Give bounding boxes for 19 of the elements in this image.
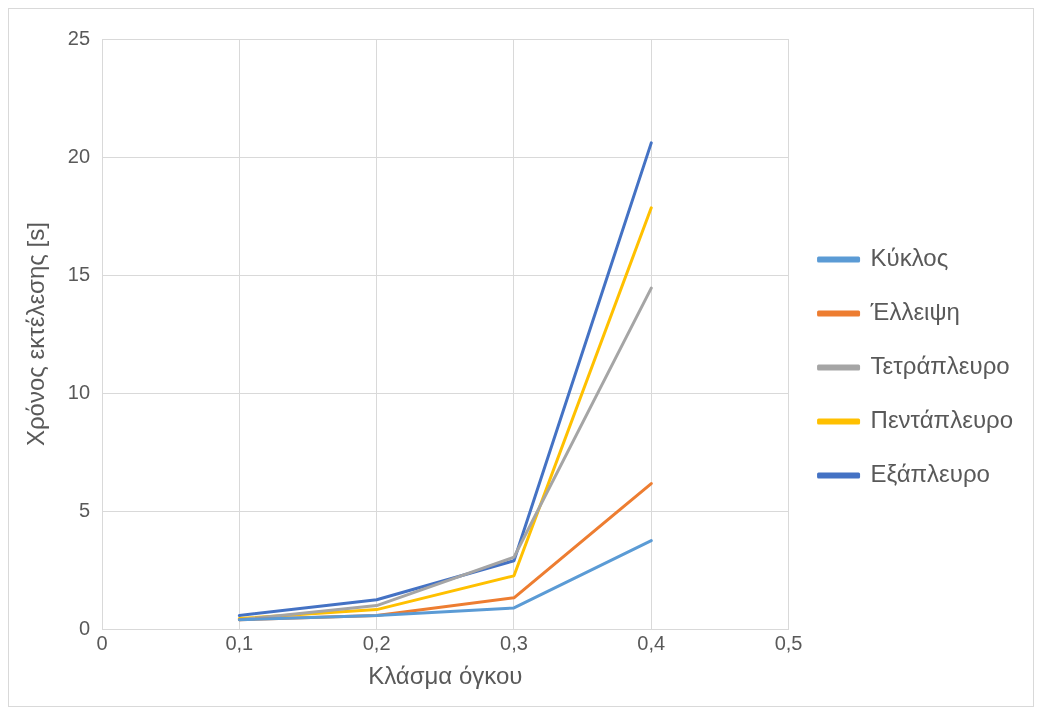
x-axis-title: Κλάσμα όγκου — [368, 662, 523, 690]
x-tick-label: 0,3 — [500, 631, 528, 654]
y-tick-label: 15 — [67, 262, 91, 285]
legend-label: Εξάπλευρο — [870, 460, 990, 488]
legend-label: Κύκλος — [870, 244, 949, 272]
x-tick-label: 0,1 — [225, 631, 254, 654]
x-tick-label: 0 — [96, 631, 108, 654]
legend-label: Πεντάπλευρο — [870, 406, 1014, 434]
legend-label: Έλλειψη — [869, 298, 960, 326]
y-tick-label: 20 — [67, 144, 91, 167]
y-tick-label: 0 — [78, 616, 91, 639]
y-tick-label: 10 — [67, 380, 91, 403]
y-tick-label: 25 — [67, 26, 91, 49]
legend-label: Τετράπλευρο — [870, 352, 1010, 380]
y-axis-title: Χρόνος εκτέλεσης [s] — [22, 222, 50, 447]
x-tick-label: 0,5 — [774, 631, 803, 654]
x-tick-label: 0,2 — [362, 631, 391, 654]
y-tick-label: 5 — [78, 498, 91, 521]
x-tick-label: 0,4 — [637, 631, 666, 654]
